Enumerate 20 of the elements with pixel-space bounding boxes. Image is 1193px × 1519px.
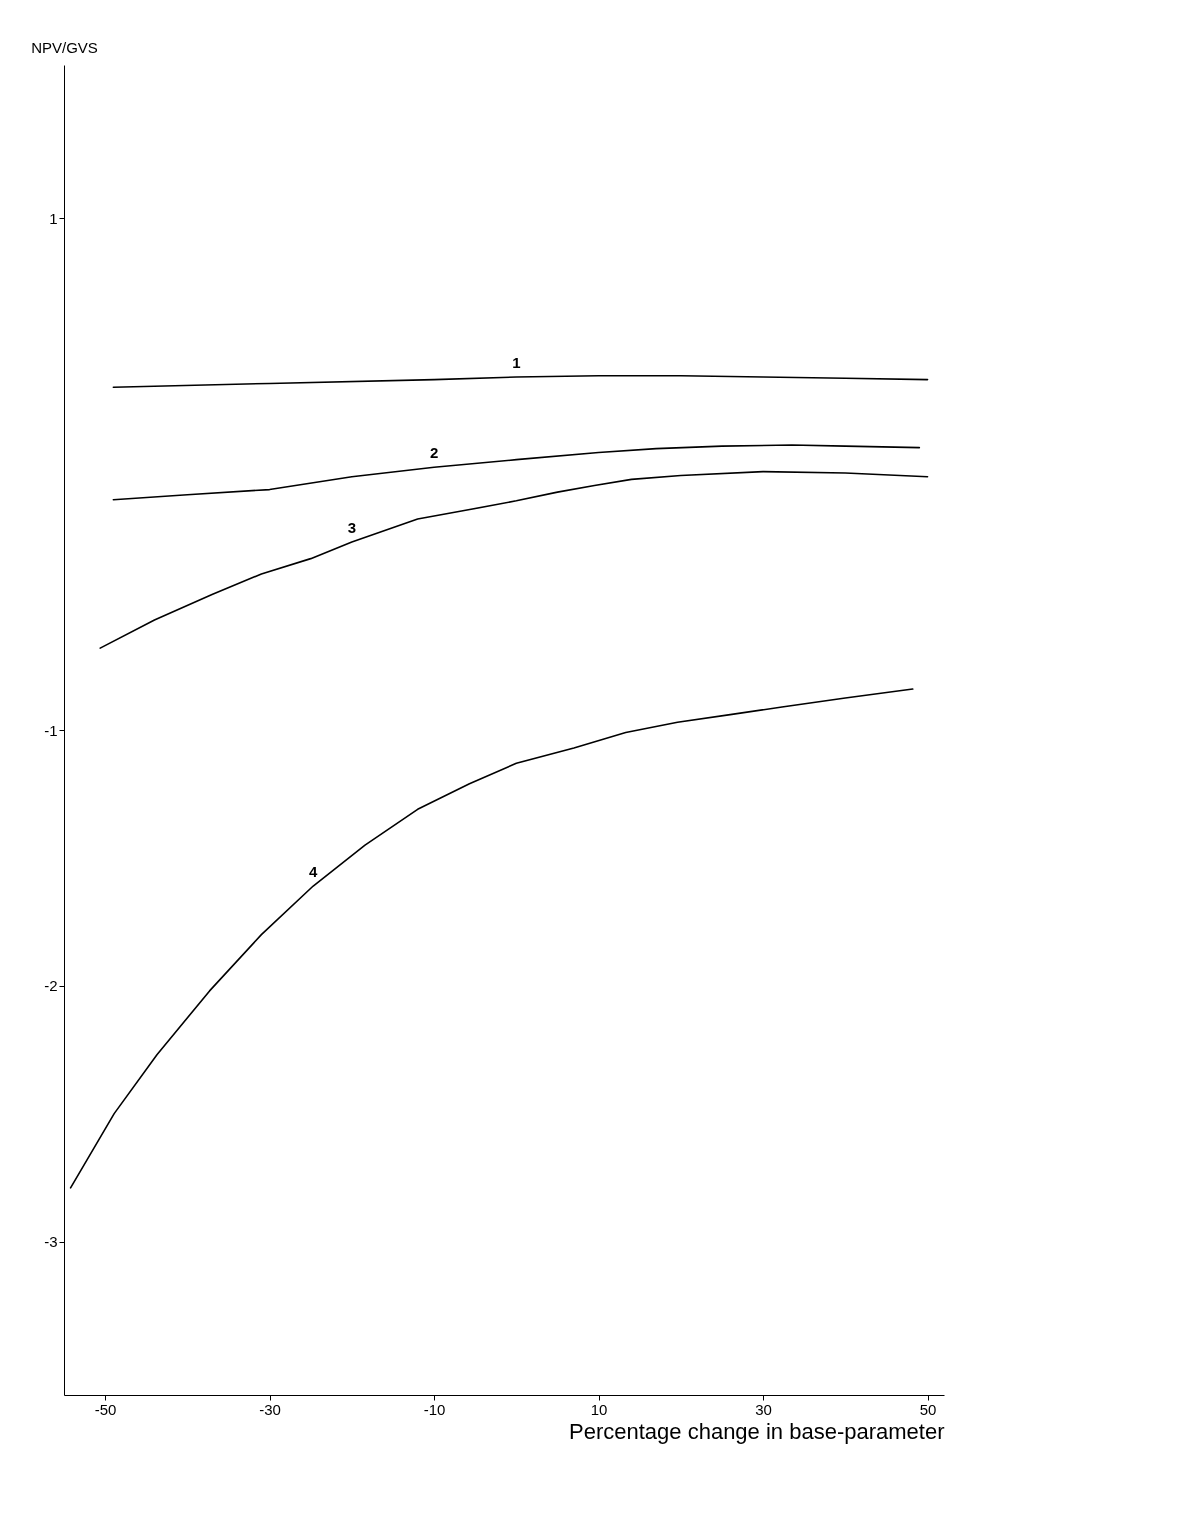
line-series	[99, 470, 929, 649]
x-tick-label: -50	[94, 1400, 117, 1418]
line-series	[112, 374, 929, 389]
y-tick-label: 1	[49, 209, 58, 227]
x-tick-label: 50	[919, 1400, 937, 1418]
y-tick-label: -3	[44, 1233, 58, 1251]
x-tick-label: 10	[590, 1400, 608, 1418]
x-axis-title: Percentage change in base-parameter	[569, 1418, 945, 1444]
x-tick-label: -10	[423, 1400, 446, 1418]
y-tick-label: -2	[44, 977, 58, 995]
line-series	[112, 444, 921, 501]
y-tick-label: -1	[44, 721, 58, 739]
y-axis-title: NPV/GVS	[31, 38, 98, 56]
series-label: 3	[347, 519, 357, 537]
series-label: 1	[512, 354, 521, 372]
series-label: 4	[309, 863, 319, 881]
line-series	[69, 688, 914, 1189]
x-tick-label: 30	[755, 1400, 772, 1418]
series-label: 2	[429, 444, 439, 462]
x-tick-label: -30	[259, 1400, 281, 1418]
